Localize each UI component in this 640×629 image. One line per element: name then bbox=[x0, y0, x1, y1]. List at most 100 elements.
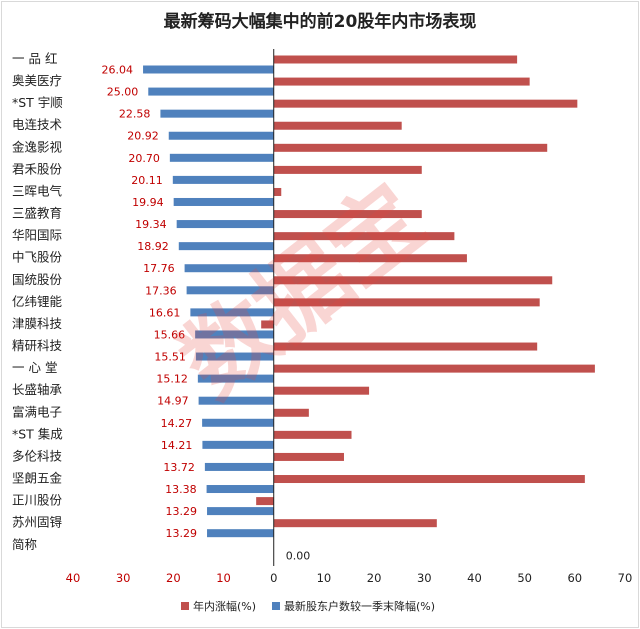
holder-decline-label: 16.61 bbox=[149, 306, 181, 319]
holder-decline-label: 14.21 bbox=[161, 439, 193, 452]
x-tick-label: 10 bbox=[216, 571, 231, 585]
holder-decline-bar bbox=[195, 352, 274, 361]
holder-decline-label: 20.11 bbox=[131, 174, 163, 187]
x-tick-label: 30 bbox=[417, 571, 432, 585]
holder-decline-bar bbox=[207, 529, 274, 538]
holder-decline-bar bbox=[202, 418, 274, 427]
holder-decline-bar bbox=[207, 507, 274, 516]
category-label: 苏州固锝 bbox=[12, 515, 62, 530]
holder-decline-label: 15.66 bbox=[154, 328, 186, 341]
holder-decline-label: 15.51 bbox=[154, 351, 186, 364]
holder-decline-bar bbox=[176, 220, 274, 229]
holder-decline-bar bbox=[206, 485, 274, 494]
holder-decline-label: 19.94 bbox=[132, 196, 164, 209]
category-label: 亿纬锂能 bbox=[12, 294, 63, 309]
gain-bar bbox=[273, 55, 518, 64]
legend-label-gain: 年内涨幅(%) bbox=[193, 599, 256, 613]
category-label: 奥美医疗 bbox=[12, 73, 62, 88]
x-tick-label: 20 bbox=[367, 571, 382, 585]
gain-bar bbox=[273, 187, 282, 196]
holder-decline-label: 13.29 bbox=[166, 527, 198, 540]
legend-swatch-gain bbox=[181, 602, 189, 610]
chart-title: 最新筹码大幅集中的前20股年内市场表现 bbox=[164, 11, 477, 32]
gain-bar bbox=[256, 497, 274, 506]
holder-decline-bar bbox=[202, 440, 274, 449]
holder-decline-bar bbox=[169, 153, 274, 162]
holder-decline-bar bbox=[172, 175, 274, 184]
gain-bar bbox=[273, 408, 309, 417]
gain-bar bbox=[273, 232, 455, 241]
holder-decline-label: 17.36 bbox=[145, 284, 177, 297]
x-tick-label: 40 bbox=[467, 571, 482, 585]
category-label: *ST 宇顺 bbox=[12, 95, 63, 110]
x-tick-label: 40 bbox=[66, 571, 81, 585]
category-label: 华阳国际 bbox=[12, 228, 62, 243]
holder-decline-label: 19.34 bbox=[135, 218, 167, 231]
category-label: 坚朗五金 bbox=[12, 471, 63, 486]
holder-decline-bar bbox=[148, 87, 274, 96]
category-label: 正川股份 bbox=[12, 493, 63, 508]
holder-decline-label: 14.27 bbox=[161, 417, 193, 430]
gain-bar bbox=[261, 320, 274, 329]
category-label: *ST 集成 bbox=[12, 426, 63, 441]
x-tick-label: 10 bbox=[317, 571, 332, 585]
gain-bar bbox=[273, 386, 370, 395]
gain-bar bbox=[273, 276, 553, 285]
holder-decline-label: 20.92 bbox=[127, 130, 159, 143]
gain-bar bbox=[273, 254, 467, 263]
holder-decline-label: 15.12 bbox=[156, 373, 188, 386]
gain-bar bbox=[273, 210, 422, 219]
category-label: 富满电子 bbox=[12, 404, 62, 419]
holder-decline-bar bbox=[173, 197, 274, 206]
category-label: 精研科技 bbox=[12, 338, 63, 353]
holder-decline-bar bbox=[160, 109, 274, 118]
holder-decline-bar bbox=[178, 242, 274, 251]
holder-decline-label: 13.38 bbox=[165, 483, 197, 496]
category-label: 金逸影视 bbox=[12, 139, 63, 154]
holder-decline-label: 26.04 bbox=[102, 64, 134, 77]
holder-decline-label: 18.92 bbox=[137, 240, 169, 253]
category-label: 简称 bbox=[12, 537, 37, 552]
legend-swatch-decline bbox=[272, 602, 280, 610]
category-label: 长盛轴承 bbox=[12, 382, 63, 397]
holder-decline-label: 0.00 bbox=[286, 549, 311, 562]
holder-decline-bar bbox=[190, 308, 274, 317]
x-tick-label: 70 bbox=[618, 571, 633, 585]
gain-bar bbox=[273, 430, 352, 439]
category-label: 中飞股份 bbox=[12, 250, 63, 265]
x-tick-label: 30 bbox=[116, 571, 131, 585]
holder-decline-bar bbox=[168, 131, 274, 140]
category-label: 三晖电气 bbox=[12, 183, 63, 198]
holder-decline-bar bbox=[195, 330, 274, 339]
gain-bar bbox=[273, 298, 540, 307]
holder-decline-label: 14.97 bbox=[157, 395, 189, 408]
gain-bar bbox=[273, 77, 530, 86]
category-label: 国统股份 bbox=[12, 272, 63, 287]
holder-decline-bar bbox=[184, 264, 274, 273]
holder-decline-label: 25.00 bbox=[107, 86, 139, 99]
gain-bar bbox=[273, 99, 578, 108]
gain-bar bbox=[273, 143, 548, 152]
holder-decline-label: 13.29 bbox=[166, 505, 198, 518]
holder-decline-label: 22.58 bbox=[119, 108, 151, 121]
gain-bar bbox=[273, 475, 585, 484]
holder-decline-label: 20.70 bbox=[128, 152, 160, 165]
holder-decline-bar bbox=[186, 286, 274, 295]
gain-bar bbox=[273, 364, 595, 373]
x-tick-label: 20 bbox=[166, 571, 181, 585]
category-label: 君禾股份 bbox=[12, 161, 63, 176]
gain-bar bbox=[273, 519, 437, 528]
category-label: 津膜科技 bbox=[12, 316, 63, 331]
holder-decline-bar bbox=[143, 65, 274, 74]
x-tick-label: 50 bbox=[517, 571, 532, 585]
x-tick-label: 0 bbox=[270, 571, 277, 585]
holder-decline-bar bbox=[204, 462, 274, 471]
legend-label-decline: 最新股东户数较一季末降幅(%) bbox=[284, 599, 435, 613]
x-tick-label: 60 bbox=[567, 571, 582, 585]
category-label: 三盛教育 bbox=[12, 206, 62, 221]
gain-bar bbox=[273, 165, 422, 174]
category-label: 一 品 红 bbox=[12, 51, 57, 66]
gain-bar bbox=[273, 121, 402, 130]
gain-bar bbox=[273, 342, 538, 351]
holder-decline-label: 17.76 bbox=[143, 262, 175, 275]
